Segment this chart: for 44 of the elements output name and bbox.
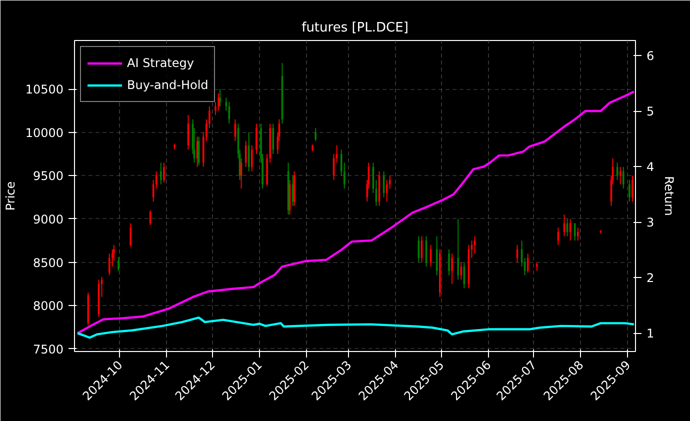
candlestick (272, 123, 274, 154)
y2-tick-label: 3 (646, 216, 654, 230)
candlestick (576, 227, 579, 242)
y2-tick-label: 5 (646, 104, 654, 119)
candlestick (457, 218, 460, 280)
y2-axis-title: Return (662, 176, 676, 216)
candlestick (386, 179, 388, 202)
y2-tick-label: 4 (646, 160, 654, 174)
candlestick (314, 127, 316, 142)
candlestick (130, 222, 132, 248)
y2-tick-label: 6 (646, 48, 654, 63)
candlestick (256, 123, 258, 154)
candlestick (250, 144, 253, 172)
y-tick-label: 9500 (32, 169, 64, 184)
candlestick (622, 166, 624, 190)
line-series (76, 90, 636, 334)
candlestick (574, 222, 576, 242)
y2-tick-label: 1 (646, 326, 654, 341)
line-series (76, 316, 636, 339)
candlestick (628, 179, 630, 202)
y-tick-label: 7500 (32, 342, 64, 356)
candlestick (108, 253, 110, 276)
candlestick (228, 102, 230, 124)
candlestick (526, 253, 529, 274)
legend-label: AI Strategy (127, 56, 194, 70)
candlestick (218, 92, 220, 112)
y2-tick-label: 2 (646, 271, 654, 286)
candlestick (460, 262, 462, 280)
y-axis-title: Price (3, 181, 18, 211)
candlestick (248, 132, 250, 172)
y-tick-label: 8000 (32, 299, 64, 314)
y-tick-label: 10500 (25, 82, 64, 97)
legend-label: Buy-and-Hold (127, 78, 208, 92)
candlestick (163, 162, 165, 184)
y-tick-label: 9000 (32, 212, 64, 226)
chart-title: futures [PL.DCE] (302, 20, 408, 36)
candlestick (118, 256, 120, 272)
y-tick-label: 10000 (25, 126, 64, 140)
candlestick (632, 175, 634, 202)
candlestick (160, 162, 162, 185)
candlestick (448, 248, 450, 276)
candlestick (451, 253, 453, 284)
y-tick-label: 8500 (32, 256, 64, 270)
candlestick (436, 236, 438, 276)
